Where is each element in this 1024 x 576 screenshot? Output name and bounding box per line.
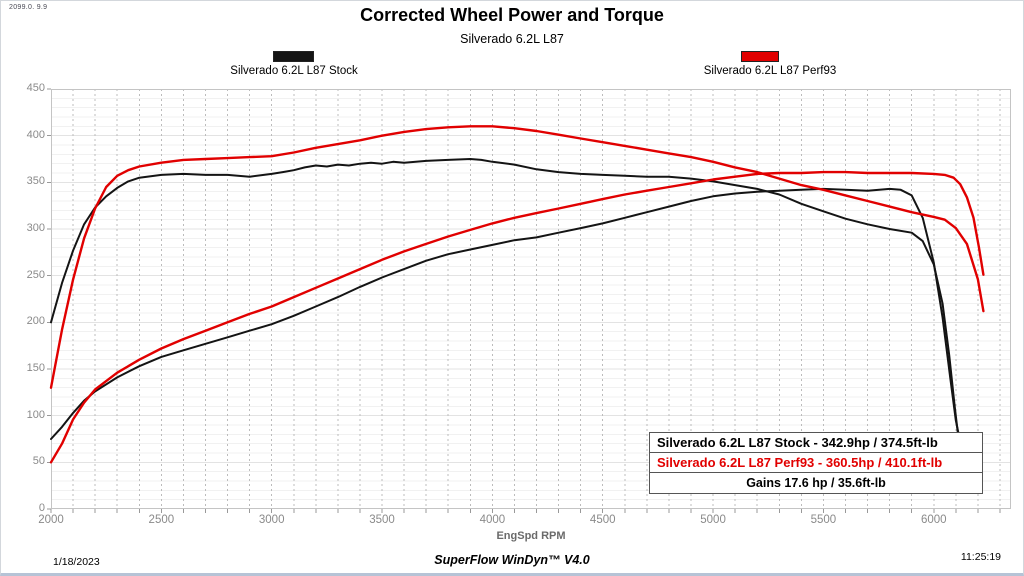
y-tick-label: 400 — [26, 128, 45, 141]
legend-swatch-perf93 — [741, 51, 779, 62]
footer-time: 11:25:19 — [960, 551, 1001, 563]
footer-date: 1/18/2023 — [53, 556, 100, 568]
y-tick-label: 200 — [26, 315, 45, 328]
y-tick-label: 450 — [26, 82, 45, 94]
series-line-stock-torque-ft-lb- — [50, 158, 959, 436]
x-tick-label: 4000 — [479, 514, 506, 526]
x-tick-label: 5500 — [810, 514, 837, 526]
x-tick-label: 5000 — [700, 514, 726, 526]
series-line-perf93-power-hp- — [49, 170, 985, 464]
result-row-stock: Silverado 6.2L L87 Stock - 342.9hp / 374… — [650, 433, 982, 453]
y-tick-label: 100 — [26, 408, 45, 421]
y-tick-label: 300 — [26, 222, 45, 234]
x-tick-label: 2000 — [38, 514, 64, 526]
series-line-stock-power-hp- — [50, 187, 961, 440]
results-box: Silverado 6.2L L87 Stock - 342.9hp / 374… — [649, 432, 983, 494]
footer-software: SuperFlow WinDyn™ V4.0 — [434, 553, 590, 567]
x-tick-label: 6000 — [920, 514, 947, 526]
x-axis-title: EngSpd RPM — [496, 530, 566, 542]
x-tick-label: 3000 — [258, 514, 285, 526]
y-tick-label: 150 — [26, 362, 45, 374]
legend-swatch-stock — [273, 51, 314, 62]
y-tick-label: 0 — [38, 502, 45, 514]
x-tick-label: 3500 — [369, 514, 395, 526]
series-line-perf93-torque-ft-lb- — [49, 125, 985, 389]
x-tick-label: 4500 — [589, 514, 616, 526]
page-title: Corrected Wheel Power and Torque — [360, 5, 664, 25]
plot-border — [51, 89, 1011, 509]
legend-label-stock: Silverado 6.2L L87 Stock — [230, 65, 358, 77]
corner-version-text: 2099.0. 9.9 — [9, 4, 48, 11]
y-tick-label: 50 — [32, 455, 45, 468]
page-subtitle: Silverado 6.2L L87 — [460, 32, 564, 46]
y-tick-label: 250 — [26, 268, 45, 281]
y-tick-label: 350 — [26, 175, 45, 188]
legend-label-perf93: Silverado 6.2L L87 Perf93 — [703, 65, 837, 77]
result-row-perf93: Silverado 6.2L L87 Perf93 - 360.5hp / 41… — [650, 453, 982, 473]
result-row-gains: Gains 17.6 hp / 35.6ft-lb — [746, 476, 886, 490]
x-tick-label: 2500 — [148, 514, 175, 526]
